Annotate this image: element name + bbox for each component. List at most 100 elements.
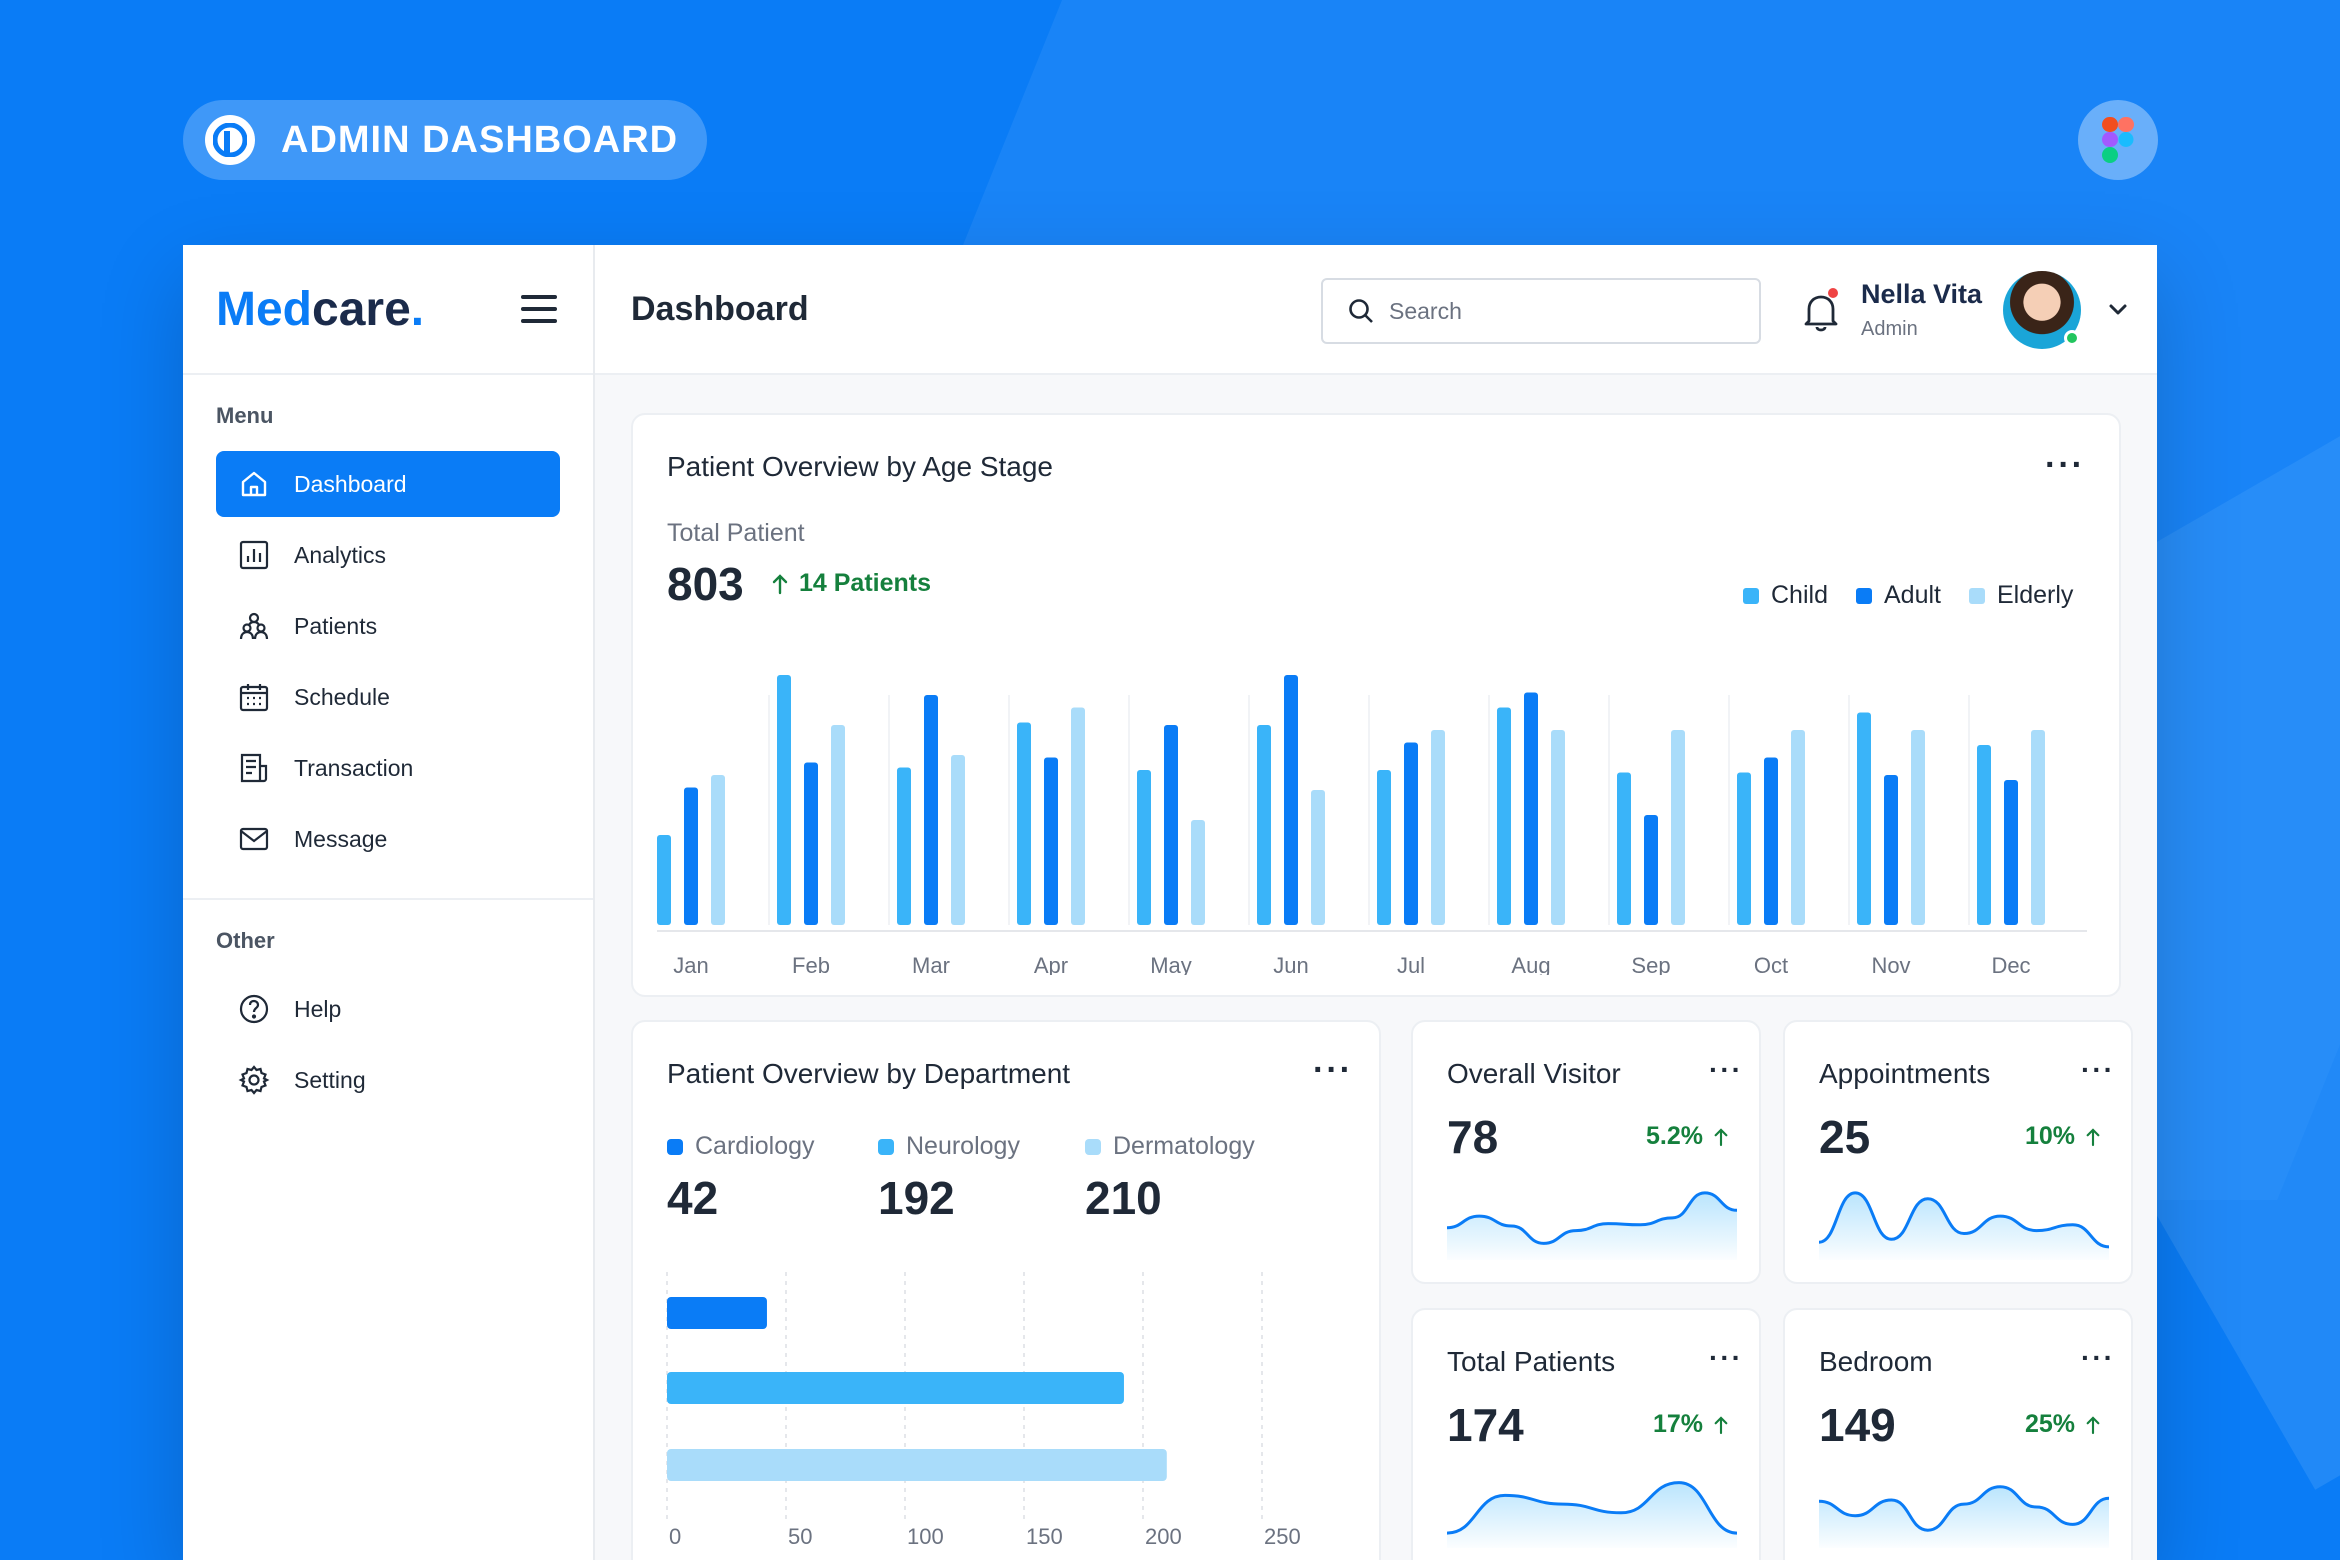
search-icon [1349, 299, 1373, 323]
hamburger-menu-icon[interactable] [521, 295, 557, 323]
chart-bar [684, 787, 698, 925]
app-logo[interactable]: Medcare. [216, 282, 425, 336]
dept-stat-cardiology: Cardiology 42 [667, 1132, 815, 1224]
x-tick-label: Dec [1991, 953, 2030, 975]
search-box[interactable] [1321, 278, 1761, 344]
card-title: Bedroom [1819, 1346, 1933, 1377]
sparkline-area [1447, 1482, 1737, 1548]
other-menu: Help Setting [183, 954, 593, 1113]
sidebar-header: Medcare. [183, 245, 593, 375]
sparkline-line [1819, 1485, 2109, 1532]
sidebar-item-message[interactable]: Message [216, 806, 560, 872]
search-input[interactable] [1389, 297, 1749, 325]
home-icon [241, 471, 267, 497]
sparkline-line [1447, 1481, 1737, 1535]
legend-item-child: Child [1743, 581, 1828, 610]
sidebar-item-label: Schedule [294, 683, 390, 710]
chart-bar [1404, 742, 1418, 925]
chart-bar [1497, 707, 1511, 925]
chart-bar [1257, 725, 1271, 925]
page-title: Dashboard [631, 289, 809, 328]
sidebar-item-analytics[interactable]: Analytics [216, 522, 560, 588]
sparkline-chart [1447, 1191, 1737, 1260]
card-title: Appointments [1819, 1058, 1991, 1089]
card-title: Patient Overview by Department [667, 1058, 1071, 1089]
people-icon [239, 612, 269, 640]
sidebar-item-label: Message [294, 825, 388, 852]
chart-bar [1977, 745, 1991, 925]
sidebar-item-patients[interactable]: Patients [216, 593, 560, 659]
arrow-up-icon [772, 573, 788, 594]
x-tick-label: 50 [788, 1524, 812, 1549]
sidebar-item-setting[interactable]: Setting [216, 1047, 560, 1113]
more-options-icon[interactable]: ··· [1313, 1051, 1353, 1089]
more-options-icon[interactable]: ··· [2045, 446, 2085, 484]
legend-item-adult: Adult [1855, 581, 1941, 610]
stat-card-bedroom: Bedroom ··· 149 25% [1783, 1308, 2133, 1560]
stat-card-appointments: Appointments ··· 25 10% [1783, 1020, 2133, 1284]
more-options-icon[interactable]: ··· [2081, 1342, 2115, 1373]
chart-bar [1191, 820, 1205, 925]
chart-bar [1137, 770, 1151, 925]
sparkline-chart [1819, 1485, 2109, 1548]
x-tick-label: Feb [792, 953, 830, 975]
sidebar-item-label: Transaction [294, 754, 414, 781]
chart-bar [1284, 675, 1298, 925]
stat-value: 25 [1819, 1111, 1871, 1163]
main-menu: Dashboard Analytics Patients Schedule Tr… [183, 429, 593, 872]
sidebar-item-schedule[interactable]: Schedule [216, 664, 560, 730]
sparkline-area [1819, 1486, 2109, 1548]
x-tick-label: 0 [669, 1524, 681, 1549]
x-tick-label: Jun [1273, 953, 1308, 975]
chart-bar [1044, 757, 1058, 925]
sidebar-divider [183, 898, 593, 900]
user-role: Admin [1861, 318, 1918, 340]
sidebar-item-dashboard[interactable]: Dashboard [216, 451, 560, 517]
banner-title: ADMIN DASHBOARD [281, 118, 679, 161]
chart-bar [657, 835, 671, 925]
notification-dot [1828, 288, 1838, 298]
more-options-icon[interactable]: ··· [1709, 1054, 1743, 1085]
stat-card-overall-visitor: Overall Visitor ··· 78 5.2% [1411, 1020, 1761, 1284]
sidebar-item-transaction[interactable]: Transaction [216, 735, 560, 801]
x-tick-label: 150 [1026, 1524, 1063, 1549]
notification-bell-icon[interactable] [1801, 290, 1841, 332]
stat-change: 5.2% [1646, 1122, 1729, 1151]
chart-bar [1737, 772, 1751, 925]
chart-bar [1644, 815, 1658, 925]
sparkline-line [1447, 1191, 1737, 1245]
receipt-icon [240, 753, 268, 783]
arrow-up-icon [1714, 1415, 1728, 1434]
sidebar-item-label: Patients [294, 612, 378, 639]
more-options-icon[interactable]: ··· [1709, 1342, 1743, 1373]
stat-change: 10% [2025, 1122, 2101, 1151]
sparkline-chart [1447, 1481, 1737, 1548]
gear-icon [238, 1065, 270, 1095]
chart-bar [667, 1372, 1124, 1404]
arrow-up-icon [2086, 1415, 2100, 1434]
chevron-down-icon[interactable] [2103, 297, 2133, 323]
sparkline-chart [1819, 1191, 2109, 1260]
topbar: Dashboard Nella Vita Admin [595, 245, 2157, 375]
x-tick-label: 100 [907, 1524, 944, 1549]
chart-bar [1377, 770, 1391, 925]
sidebar-item-help[interactable]: Help [216, 976, 560, 1042]
chart-bar [2004, 780, 2018, 925]
sidebar-item-label: Help [294, 995, 342, 1022]
chart-bar [777, 675, 791, 925]
calendar-icon [239, 684, 269, 712]
total-patient-label: Total Patient [667, 519, 805, 547]
chart-bar [667, 1449, 1167, 1481]
chart-bar [1911, 730, 1925, 925]
chart-bar [1551, 730, 1565, 925]
more-options-icon[interactable]: ··· [2081, 1054, 2115, 1085]
x-tick-label: Mar [912, 953, 950, 975]
help-icon [239, 994, 269, 1024]
sidebar-item-label: Dashboard [294, 470, 407, 497]
chart-bar [804, 762, 818, 925]
stat-value: 149 [1819, 1399, 1896, 1451]
chart-bar [1884, 775, 1898, 925]
total-patient-trend: 14 Patients [771, 569, 931, 598]
x-tick-label: 250 [1264, 1524, 1301, 1549]
brand-banner: ADMIN DASHBOARD [183, 100, 707, 180]
